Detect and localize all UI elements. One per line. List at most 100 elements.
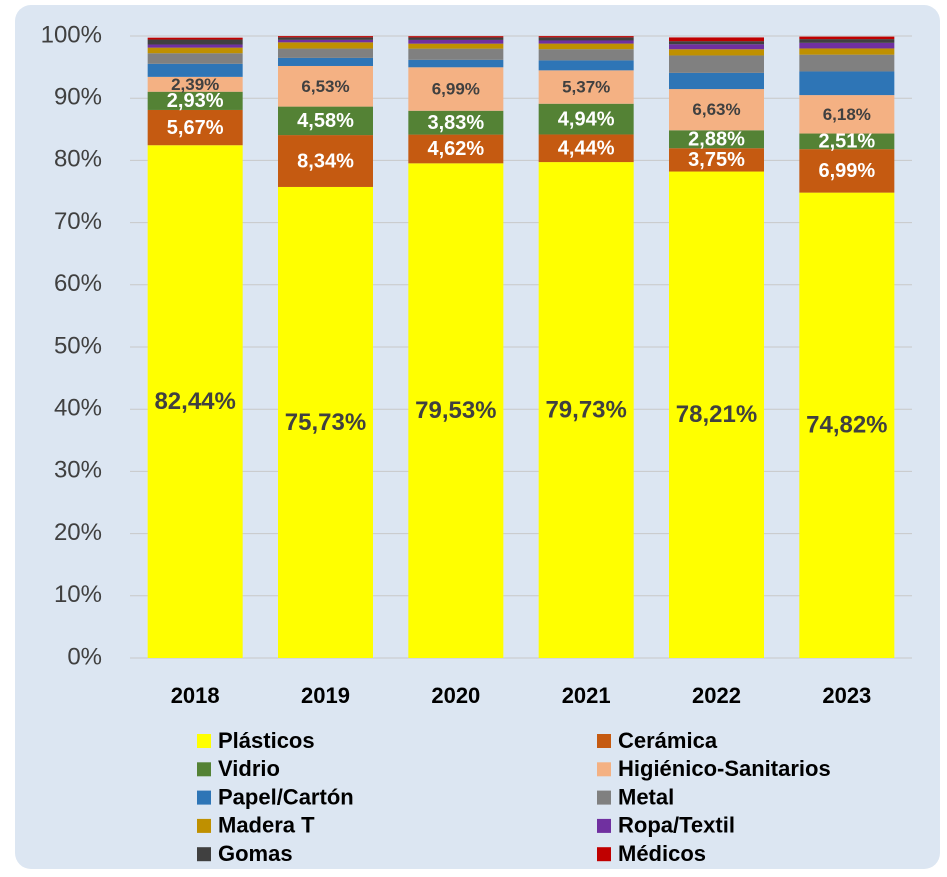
- bar-segment: [278, 106, 373, 136]
- bar-segment: [669, 37, 764, 42]
- bar-segment: [538, 40, 634, 44]
- data-label: 4,44%: [558, 138, 615, 160]
- legend-swatch: [197, 762, 211, 777]
- legend-swatch: [197, 818, 211, 833]
- data-label: 6,18%: [823, 105, 871, 124]
- x-tick-label: 2018: [171, 683, 220, 708]
- data-label: 5,67%: [167, 117, 224, 139]
- bar-segment: [799, 149, 895, 193]
- legend-label: Vidrio: [218, 756, 280, 781]
- data-label: 5,37%: [562, 78, 610, 97]
- bar-segment: [147, 109, 243, 146]
- bar-segment: [147, 91, 243, 110]
- bar-segment: [799, 42, 895, 49]
- bar-segment: [147, 47, 243, 54]
- data-label: 3,75%: [688, 149, 745, 171]
- bar-segment: [799, 54, 895, 72]
- data-label: 2,39%: [171, 75, 219, 94]
- bar-segment: [538, 70, 634, 104]
- data-label: 2,51%: [818, 131, 875, 153]
- data-label: 6,99%: [432, 80, 480, 99]
- bar-segment: [669, 89, 764, 131]
- bar-segment: [278, 57, 373, 66]
- y-tick-label: 10%: [54, 581, 102, 608]
- legend-swatch: [597, 790, 611, 805]
- bar-segment: [538, 134, 634, 163]
- y-tick-label: 50%: [54, 332, 102, 359]
- bar-segment: [799, 133, 895, 150]
- bar-segment: [147, 39, 243, 45]
- bar-segment: [278, 186, 373, 658]
- x-tick-label: 2019: [301, 683, 350, 708]
- x-tick-label: 2023: [822, 683, 871, 708]
- bar-segment: [408, 48, 504, 60]
- legend-label: Ropa/Textil: [618, 813, 735, 838]
- bar-segment: [538, 103, 634, 135]
- bar-segment: [538, 43, 634, 50]
- data-label: 6,63%: [692, 100, 740, 119]
- legend-swatch: [197, 734, 211, 748]
- data-label: 4,94%: [558, 108, 615, 130]
- y-tick-label: 70%: [54, 208, 102, 235]
- data-label: 2,88%: [688, 129, 745, 151]
- bar-segment: [278, 135, 373, 187]
- bar-segment: [669, 44, 764, 50]
- y-tick-label: 40%: [54, 395, 102, 422]
- x-tick-label: 2022: [692, 683, 741, 708]
- legend-swatch: [597, 818, 611, 833]
- bar-segment: [669, 49, 764, 56]
- y-tick-label: 80%: [54, 146, 102, 173]
- data-label: 2,93%: [167, 90, 224, 112]
- legend-swatch: [597, 734, 611, 748]
- legend-label: Gomas: [218, 841, 293, 866]
- bar-segment: [408, 163, 504, 658]
- data-label: 6,53%: [301, 77, 349, 96]
- legend-label: Papel/Cartón: [218, 784, 354, 809]
- bar-segment: [669, 41, 764, 45]
- data-label: 6,99%: [818, 160, 875, 182]
- bar-segment: [799, 36, 895, 40]
- legend-label: Madera T: [218, 813, 315, 838]
- bar-segment: [408, 67, 504, 111]
- data-label: 75,73%: [285, 409, 366, 436]
- x-tick-label: 2020: [431, 683, 480, 708]
- bar-segment: [147, 63, 243, 77]
- bar-segment: [408, 43, 504, 49]
- bar-segment: [799, 95, 895, 134]
- data-label: 82,44%: [154, 388, 235, 415]
- data-label: 4,62%: [427, 138, 484, 160]
- legend-label: Plásticos: [218, 728, 315, 753]
- bar-segment: [799, 71, 895, 96]
- bar-segment: [669, 171, 764, 658]
- data-label: 74,82%: [806, 412, 887, 439]
- bar-segment: [147, 53, 243, 64]
- data-label: 8,34%: [297, 150, 354, 172]
- data-label: 79,53%: [415, 397, 496, 424]
- bar-segment: [147, 76, 243, 92]
- data-label: 79,73%: [545, 396, 626, 423]
- y-tick-label: 20%: [54, 519, 102, 546]
- x-tick-label: 2021: [562, 683, 611, 708]
- legend-swatch: [597, 762, 611, 777]
- bar-segment: [538, 36, 634, 38]
- bar-segment: [278, 42, 373, 49]
- bar-segment: [538, 49, 634, 61]
- bar-segment: [799, 192, 895, 658]
- bar-segment: [408, 37, 504, 40]
- bar-segment: [147, 145, 243, 658]
- bar-segment: [147, 37, 243, 40]
- data-label: 4,58%: [297, 110, 354, 132]
- bar-segment: [669, 55, 764, 73]
- legend-label: Médicos: [618, 841, 706, 866]
- y-tick-label: 0%: [67, 643, 102, 670]
- bar-segment: [408, 39, 504, 44]
- bar-segment: [278, 36, 373, 38]
- bar-segment: [278, 39, 373, 43]
- bar-segment: [408, 59, 504, 68]
- bar-segment: [278, 65, 373, 107]
- legend-label: Higiénico-Sanitarios: [618, 756, 831, 781]
- bar-segment: [538, 60, 634, 71]
- legend-label: Cerámica: [618, 728, 718, 753]
- legend-swatch: [197, 847, 211, 862]
